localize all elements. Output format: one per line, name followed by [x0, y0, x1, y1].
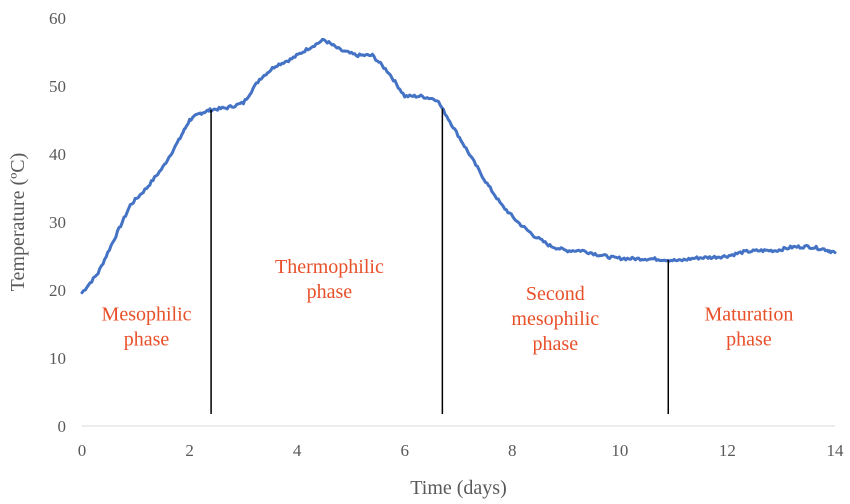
x-tick-label: 10	[611, 441, 628, 460]
x-tick-label: 4	[293, 441, 302, 460]
x-tick-label: 12	[719, 441, 736, 460]
y-tick-label: 0	[58, 417, 67, 436]
y-tick-label: 30	[49, 213, 66, 232]
x-axis-title: Time (days)	[410, 477, 506, 499]
phase-label-line: Maturation	[705, 304, 794, 326]
x-tick-label: 14	[827, 441, 845, 460]
phase-label-line: phase	[124, 329, 170, 351]
phase-label-line: Second	[526, 283, 585, 305]
phase-label-line: mesophilic	[511, 308, 599, 330]
y-tick-label: 40	[49, 145, 66, 164]
phase-label-line: phase	[533, 333, 579, 355]
temperature-series-line	[80, 37, 837, 295]
x-tick-label: 2	[185, 441, 194, 460]
phase-label-line: Mesophilic	[102, 304, 192, 326]
phase-label: Thermophilic phase	[275, 256, 384, 303]
phase-label: Mesophilic phase	[102, 304, 192, 351]
y-tick-label: 10	[49, 349, 66, 368]
phase-label: Second mesophilic phase	[511, 283, 599, 355]
x-tick-label: 6	[400, 441, 409, 460]
y-tick-label: 20	[49, 281, 66, 300]
y-tick-label: 50	[49, 77, 66, 96]
x-tick-label: 8	[508, 441, 517, 460]
y-tick-label: 60	[49, 9, 66, 28]
x-tick-label: 0	[78, 441, 87, 460]
phase-label: Maturation phase	[705, 304, 794, 351]
y-axis-title: Temperature (ºC)	[7, 153, 29, 292]
phase-label-line: phase	[726, 329, 772, 351]
phase-label-line: Thermophilic	[275, 256, 384, 278]
phase-label-line: phase	[307, 281, 353, 303]
